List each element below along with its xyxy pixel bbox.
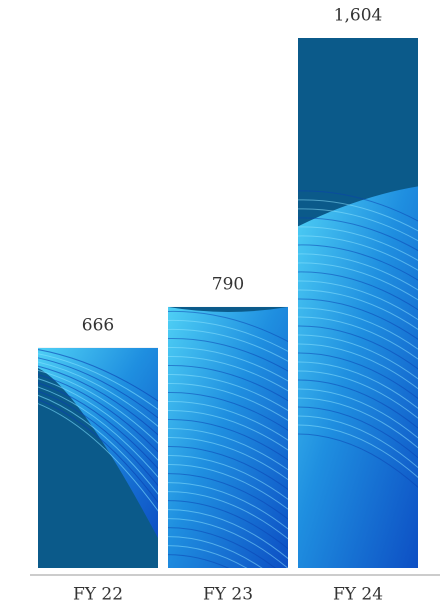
texture-line [38,398,158,504]
texture-line [298,424,418,479]
texture-line [298,244,418,281]
texture-line [168,383,288,421]
texture-line [298,280,418,321]
texture-line [38,361,158,428]
texture-line [38,365,158,436]
texture-line [298,406,418,459]
texture-line [168,455,288,500]
texture-line [38,353,158,411]
texture-line [168,410,288,451]
texture-line [168,500,288,550]
texture-line [298,325,418,370]
texture-line [298,271,418,311]
texture-line [298,217,418,252]
bar-texture [38,347,158,538]
texture-line [298,361,418,409]
texture-line [168,355,288,392]
texture-line [38,349,158,402]
texture-line [38,382,158,470]
texture-line [168,482,288,530]
texture-line [168,473,288,520]
texture-fill [38,347,158,538]
texture-line [298,199,418,232]
texture-line [168,328,288,362]
texture-line [168,509,288,560]
texture-line [38,394,158,495]
texture-line [168,337,288,372]
texture-line [298,397,418,449]
texture-line [298,352,418,400]
texture-line [298,208,418,242]
x-tick-label: FY 23 [203,585,253,605]
texture-line [298,253,418,291]
texture-line [168,346,288,382]
x-tick-label: FY 22 [73,585,123,605]
texture-line [168,491,288,540]
texture-line [38,374,158,453]
texture-line [298,190,418,222]
texture-line [168,428,288,471]
bar-texture [298,186,418,568]
x-tick-label: FY 24 [333,585,383,605]
bar-texture [168,306,288,568]
texture-line [298,433,418,488]
texture-fill [168,306,288,568]
value-label: 1,604 [334,6,383,26]
texture-line [168,536,263,568]
texture-line [298,343,418,390]
texture-line [298,334,418,380]
texture-line [298,370,418,419]
texture-line [38,369,158,444]
texture-line [298,316,418,360]
texture-line [168,518,288,568]
value-label: 666 [82,315,114,335]
texture-line [298,226,418,261]
texture-line [168,437,288,481]
texture-line [168,392,288,431]
texture-line [168,364,288,402]
texture-line [298,388,418,439]
value-label: 790 [212,274,244,294]
texture-line [168,401,288,441]
texture-line [168,446,288,491]
texture-line [168,310,288,343]
texture-line [298,415,418,469]
texture-line [168,374,288,412]
texture-line [298,379,418,429]
texture-line [168,464,288,510]
texture-line [38,357,158,419]
texture-line [298,307,418,350]
texture-line [298,262,418,301]
texture-line [298,289,418,331]
texture-line [38,390,158,487]
texture-line [298,298,418,340]
texture-line [38,403,158,512]
texture-line [168,527,277,568]
texture-line [298,235,418,271]
texture-line [38,378,158,461]
texture-line [168,545,248,568]
texture-line [168,419,288,461]
texture-line [168,319,288,352]
texture-line [38,386,158,478]
texture-line [168,554,230,568]
texture-fill [298,186,418,568]
